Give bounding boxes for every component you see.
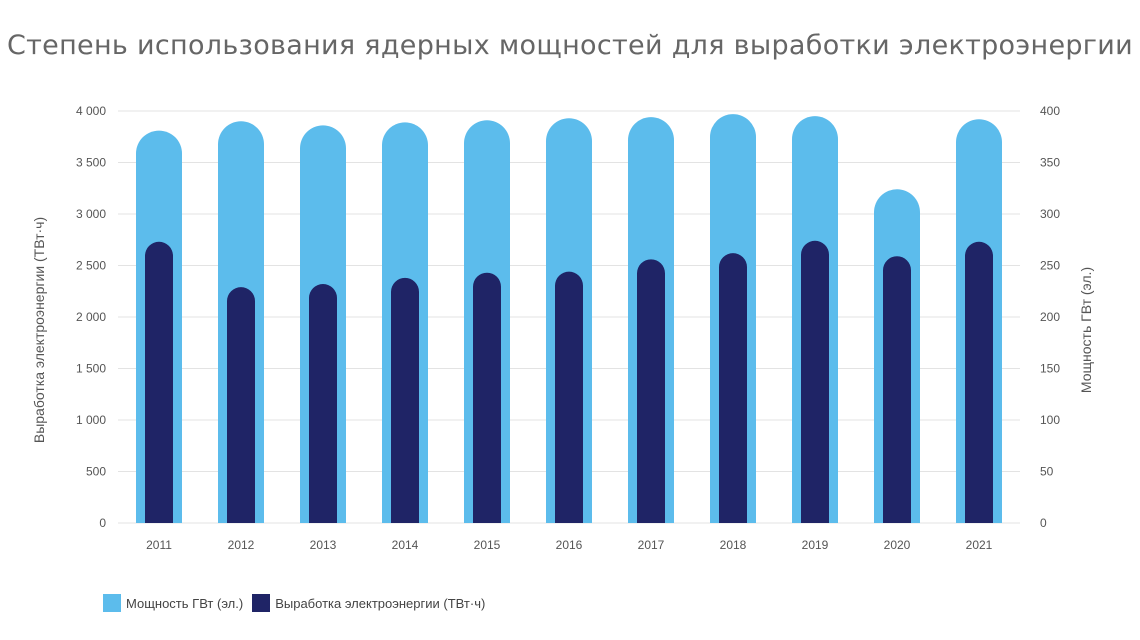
- x-axis-ticks: 2011 2012 2013 2014 2015 2016 2017 2018 2019 2020…: [146, 538, 993, 552]
- generation-bars: [145, 240, 993, 524]
- x-tick-label: 2021: [966, 538, 993, 552]
- y-right-tick-label: 50: [1040, 465, 1054, 479]
- x-tick-label: 2011: [146, 538, 172, 552]
- x-tick-label: 2019: [802, 538, 829, 552]
- x-tick-label: 2012: [228, 538, 255, 552]
- y-left-tick-label: 2 000: [76, 310, 106, 324]
- y-right-tick-label: 100: [1040, 413, 1060, 427]
- y-axis-left-label: Выработка электроэнергии (ТВт·ч): [31, 217, 47, 443]
- bar-generation: [965, 241, 993, 523]
- x-tick-label: 2017: [638, 538, 665, 552]
- left-axis-ticks: 0 500 1 000 1 500 2 000 2 500 3 000 3 500 4 000: [76, 104, 106, 530]
- legend-item-capacity[interactable]: Мощность ГВт (эл.): [103, 594, 243, 612]
- bar-generation: [227, 287, 255, 523]
- x-tick-label: 2013: [310, 538, 337, 552]
- y-left-tick-label: 2 500: [76, 259, 106, 273]
- x-tick-label: 2018: [720, 538, 747, 552]
- x-tick-label: 2014: [392, 538, 419, 552]
- bar-generation: [637, 259, 665, 523]
- bar-generation: [309, 284, 338, 523]
- right-axis-ticks: 0 50 100 150 200 250 300 350 400: [1040, 104, 1060, 530]
- y-left-tick-label: 3 000: [76, 207, 106, 221]
- legend-label-capacity: Мощность ГВт (эл.): [126, 595, 244, 611]
- bar-generation: [555, 271, 583, 523]
- y-right-tick-label: 250: [1040, 259, 1060, 273]
- bar-generation: [473, 272, 501, 523]
- y-left-tick-label: 3 500: [76, 156, 106, 170]
- y-left-tick-label: 1 000: [76, 413, 106, 427]
- y-right-tick-label: 200: [1040, 310, 1060, 324]
- y-left-tick-label: 0: [99, 516, 106, 530]
- y-left-tick-label: 1 500: [76, 362, 106, 376]
- y-right-tick-label: 0: [1040, 516, 1047, 530]
- bar-generation: [883, 256, 911, 523]
- x-tick-label: 2020: [884, 538, 911, 552]
- legend-label-generation: Выработка электроэнергии (ТВт·ч): [275, 595, 486, 611]
- y-left-tick-label: 500: [86, 465, 106, 479]
- y-left-tick-label: 4 000: [76, 104, 106, 118]
- bar-generation: [145, 241, 173, 523]
- y-right-tick-label: 400: [1040, 104, 1060, 118]
- legend-swatch-capacity: [103, 594, 121, 612]
- x-tick-label: 2016: [556, 538, 583, 552]
- y-right-tick-label: 300: [1040, 207, 1060, 221]
- bar-generation: [391, 277, 419, 523]
- legend-swatch-generation: [252, 594, 271, 612]
- bar-generation: [801, 240, 829, 523]
- chart-legend: Мощность ГВт (эл.) Выработка электроэнер…: [103, 594, 494, 612]
- y-right-tick-label: 150: [1040, 362, 1060, 376]
- bar-generation: [719, 253, 747, 524]
- y-axis-right-label: Мощность ГВт (эл.): [1078, 267, 1094, 393]
- legend-item-generation[interactable]: Выработка электроэнергии (ТВт·ч): [252, 594, 485, 612]
- y-right-tick-label: 350: [1040, 156, 1060, 170]
- chart-title: Степень использования ядерных мощностей …: [7, 30, 1133, 61]
- x-tick-label: 2015: [474, 538, 501, 552]
